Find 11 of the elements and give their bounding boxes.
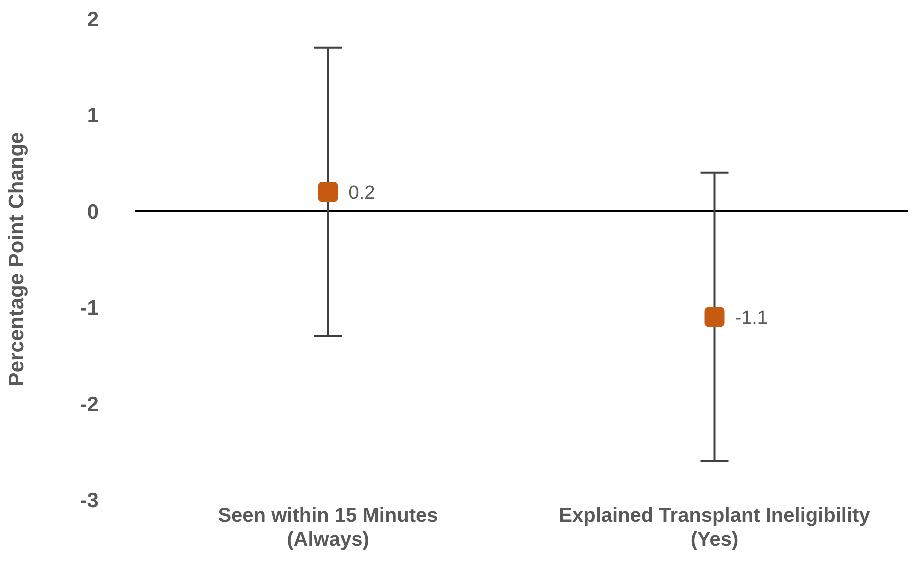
data-label: -1.1	[735, 308, 768, 329]
y-tick-label: 0	[87, 200, 99, 224]
y-tick-label: 1	[87, 104, 100, 128]
y-axis-title: Percentage Point Change	[5, 132, 28, 387]
x-tick-label: Explained Transplant Ineligibility (Yes)	[559, 505, 872, 551]
y-tick-label: -1	[80, 297, 100, 320]
y-tick-label: 2	[87, 8, 99, 32]
data-label: 0.2	[348, 182, 376, 204]
y-tick-label: -2	[80, 393, 99, 416]
x-tick-label: Seen within 15 Minutes (Always)	[218, 505, 438, 551]
y-tick-label: -3	[80, 489, 99, 512]
